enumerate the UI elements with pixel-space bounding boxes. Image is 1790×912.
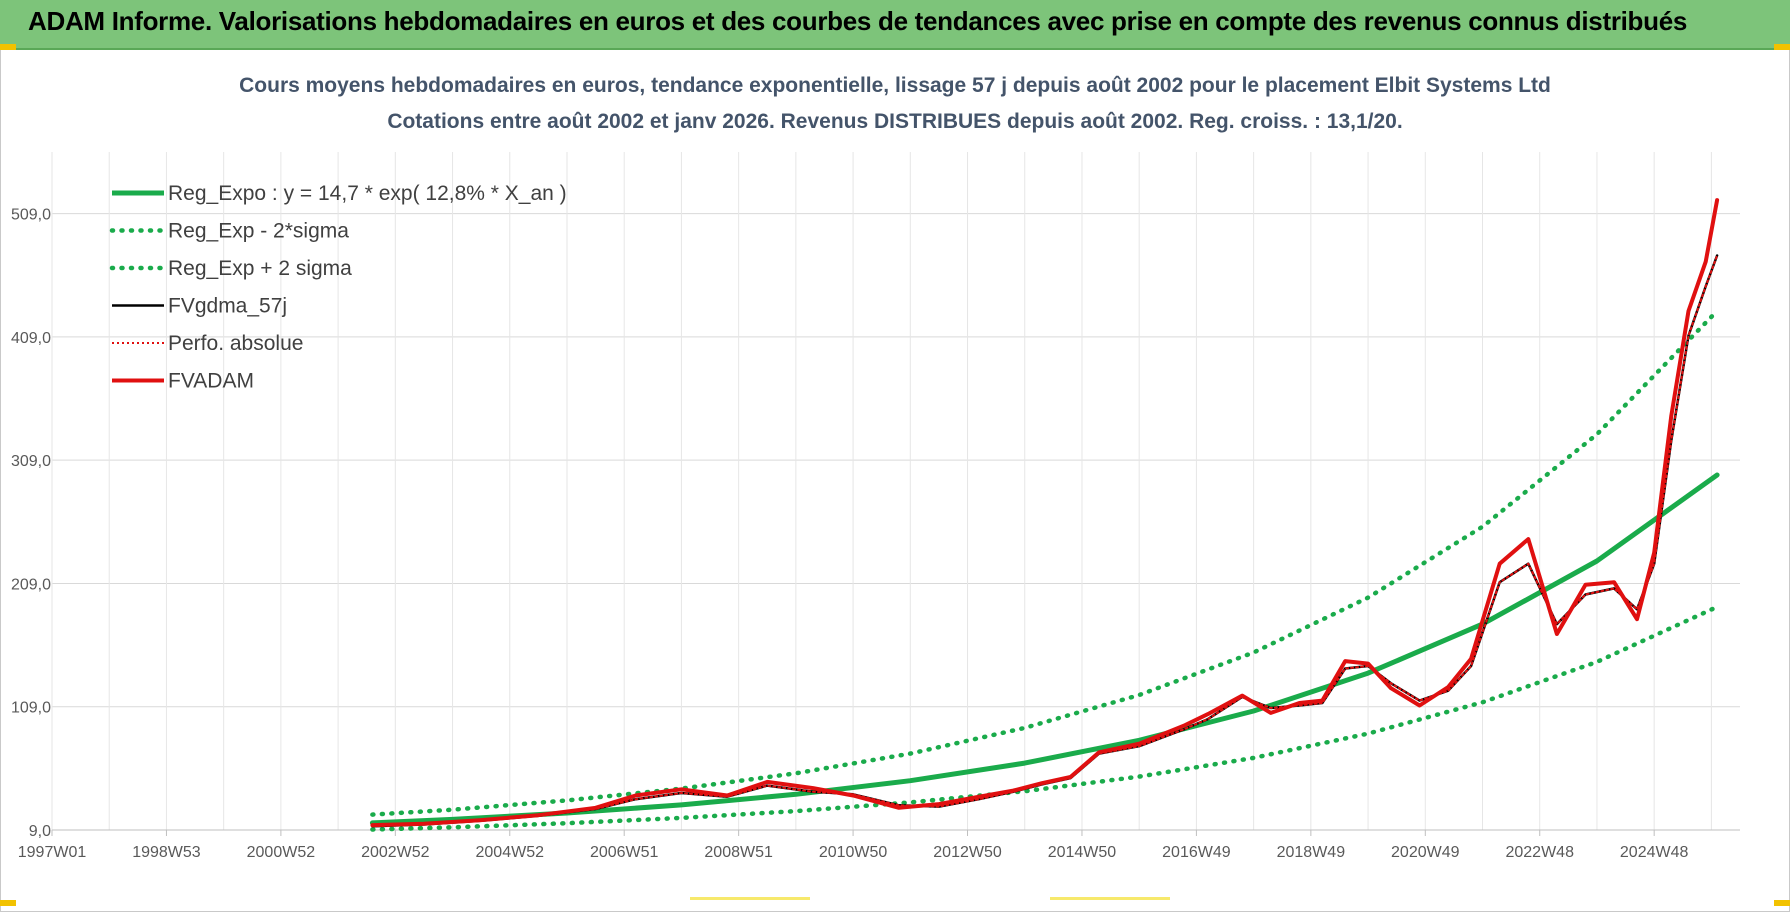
x-tick-label: 2004W52 bbox=[476, 844, 545, 861]
y-tick-label: 109,0 bbox=[11, 700, 51, 717]
legend-label: Perfo. absolue bbox=[168, 332, 303, 355]
x-tick-label: 2006W51 bbox=[590, 844, 659, 861]
x-tick-label: 2024W48 bbox=[1620, 844, 1689, 861]
x-tick-label: 2018W49 bbox=[1277, 844, 1346, 861]
x-tick-label: 2000W52 bbox=[247, 844, 316, 861]
corner-marker bbox=[0, 900, 16, 906]
x-tick-label: 1998W53 bbox=[132, 844, 201, 861]
x-tick-label: 1997W01 bbox=[18, 844, 87, 861]
series-line-reg-exp-2-sigma bbox=[370, 604, 1720, 832]
y-tick-label: 309,0 bbox=[11, 453, 51, 470]
chart-title: Cours moyens hebdomadaires en euros, ten… bbox=[239, 74, 1551, 97]
page-title: ADAM Informe. Valorisations hebdomadaire… bbox=[28, 6, 1688, 36]
x-tick-label: 2010W50 bbox=[819, 844, 888, 861]
legend-label: Reg_Expo : y = 14,7 * exp( 12,8% * X_an … bbox=[168, 182, 567, 205]
legend-label: Reg_Exp + 2 sigma bbox=[168, 257, 352, 280]
x-tick-label: 2008W51 bbox=[704, 844, 773, 861]
corner-marker bbox=[1774, 44, 1790, 50]
series-line-reg-expo-y-14-7-exp-12-8-x-an bbox=[369, 472, 1720, 826]
legend-label: Reg_Exp - 2*sigma bbox=[168, 220, 349, 243]
x-tick-label: 2022W48 bbox=[1505, 844, 1574, 861]
chart-subtitle: Cotations entre août 2002 et janv 2026. … bbox=[387, 110, 1403, 133]
series-line-fvadam bbox=[370, 198, 1720, 828]
header-bar: ADAM Informe. Valorisations hebdomadaire… bbox=[0, 0, 1790, 50]
series-line-reg-exp-2-sigma bbox=[370, 308, 1720, 817]
x-tick-label: 2020W49 bbox=[1391, 844, 1460, 861]
corner-marker bbox=[1774, 900, 1790, 906]
x-tick-label: 2002W52 bbox=[361, 844, 430, 861]
y-tick-label: 9,0 bbox=[29, 823, 51, 840]
y-tick-label: 209,0 bbox=[11, 576, 51, 593]
legend-label: FVgdma_57j bbox=[168, 295, 287, 318]
y-tick-label: 409,0 bbox=[11, 330, 51, 347]
y-tick-label: 509,0 bbox=[11, 207, 51, 224]
series-line-fvgdma-57j bbox=[371, 254, 1719, 828]
decorative-bar bbox=[1050, 897, 1170, 900]
corner-marker bbox=[0, 44, 16, 50]
x-tick-label: 2014W50 bbox=[1048, 844, 1117, 861]
x-tick-label: 2016W49 bbox=[1162, 844, 1231, 861]
legend-label: FVADAM bbox=[168, 370, 254, 393]
series-line-perfo-absolue bbox=[371, 254, 1719, 828]
x-tick-label: 2012W50 bbox=[933, 844, 1002, 861]
decorative-bar bbox=[690, 897, 810, 900]
